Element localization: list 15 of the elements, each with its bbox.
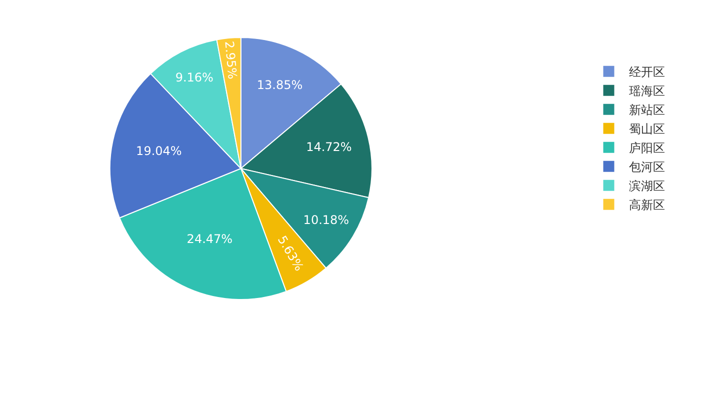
legend-label: 蜀山区 — [628, 122, 665, 136]
legend-label: 庐阳区 — [628, 141, 665, 156]
data-label: 19.04% — [136, 144, 182, 158]
data-label: 14.72% — [306, 140, 352, 154]
legend-label: 高新区 — [628, 198, 665, 212]
data-label: 24.47% — [186, 232, 233, 246]
data-label: 10.18% — [303, 213, 350, 228]
data-label: 13.85% — [256, 78, 303, 92]
legend-label: 瑶海区 — [628, 84, 665, 98]
data-label: 9.16% — [175, 70, 214, 85]
legend-label: 经开区 — [628, 65, 665, 80]
legend-label: 新站区 — [628, 103, 665, 118]
data-label: 2.95% — [222, 40, 240, 80]
legend-label: 滨湖区 — [628, 179, 665, 194]
legend-label: 包河区 — [628, 160, 665, 174]
